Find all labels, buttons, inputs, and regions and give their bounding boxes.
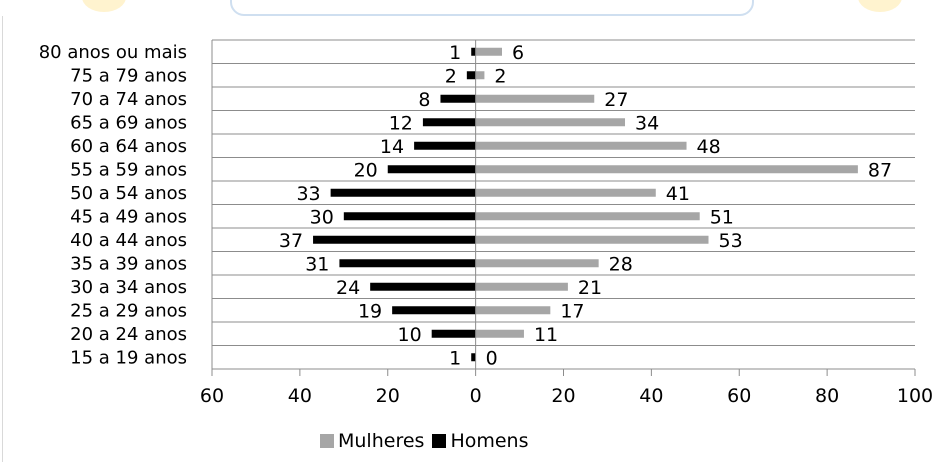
bar-homens [471,47,476,56]
data-label-homens: 24 [336,277,360,299]
category-label: 75 a 79 anos [70,65,187,86]
x-tick-label: 60 [727,385,751,407]
category-label: 40 a 44 anos [70,230,187,251]
bar-homens [339,259,476,268]
data-label-homens: 14 [380,136,404,158]
category-label: 60 a 64 anos [70,136,187,157]
x-tick-label: 80 [815,385,839,407]
x-tick-label: 100 [897,385,933,407]
data-label-mulheres: 0 [486,347,498,369]
data-label-mulheres: 87 [868,159,892,181]
legend-item-homens: Homens [432,430,529,452]
bar-homens [313,235,476,244]
x-tick-label: 60 [200,385,224,407]
data-label-homens: 30 [310,206,334,228]
bar-mulheres [475,259,599,268]
data-label-homens: 19 [358,300,382,322]
chart-legend: Mulheres Homens [320,428,529,454]
decorative-glow-right [858,0,902,12]
data-label-homens: 12 [389,112,413,134]
data-label-mulheres: 28 [609,253,633,275]
bar-homens [471,353,476,362]
bar-mulheres [475,71,485,80]
category-label: 65 a 69 anos [70,112,187,133]
data-label-mulheres: 34 [635,112,659,134]
bar-homens [431,329,476,338]
bar-mulheres [475,118,626,127]
bar-homens [330,188,476,197]
bar-homens [414,141,476,150]
bar-homens [387,165,476,174]
category-label: 45 a 49 anos [70,206,187,227]
category-label: 20 a 24 anos [70,324,187,345]
data-label-mulheres: 51 [710,206,734,228]
category-label: 25 a 29 anos [70,300,187,321]
category-label: 80 anos ou mais [39,42,187,63]
bar-mulheres [475,282,568,291]
bar-mulheres [475,141,687,150]
legend-swatch-mulheres [320,434,334,448]
decorative-glow-left [82,0,126,12]
data-label-mulheres: 2 [494,65,506,87]
data-label-homens: 20 [354,159,378,181]
data-label-mulheres: 6 [512,42,524,64]
x-tick-label: 0 [470,385,482,407]
data-label-homens: 8 [418,89,430,111]
data-label-homens: 1 [449,347,461,369]
bar-homens [343,212,476,221]
data-label-homens: 2 [445,65,457,87]
bar-mulheres [475,94,595,103]
bar-mulheres [475,188,656,197]
bar-mulheres [475,165,858,174]
legend-label-homens: Homens [450,430,529,452]
legend-swatch-homens [432,434,447,448]
bar-mulheres [475,212,700,221]
bar-homens [422,118,476,127]
bar-homens [370,282,476,291]
category-label: 70 a 74 anos [70,89,187,110]
category-label: 30 a 34 anos [70,277,187,298]
data-label-homens: 37 [279,230,303,252]
bar-homens [440,94,476,103]
legend-item-mulheres: Mulheres [320,430,424,452]
category-label: 50 a 54 anos [70,183,187,204]
data-label-homens: 10 [398,324,422,346]
category-label: 55 a 59 anos [70,159,187,180]
data-label-mulheres: 41 [666,183,690,205]
bar-mulheres [475,306,551,315]
data-label-mulheres: 21 [578,277,602,299]
data-label-mulheres: 48 [697,136,721,158]
data-label-mulheres: 27 [604,89,628,111]
chart-frame-left-edge [2,16,3,462]
data-label-homens: 1 [449,42,461,64]
x-tick-label: 20 [376,385,400,407]
bar-homens [392,306,476,315]
legend-label-mulheres: Mulheres [338,430,425,452]
category-label: 35 a 39 anos [70,253,187,274]
bar-mulheres [475,235,709,244]
data-label-mulheres: 53 [718,230,742,252]
bar-mulheres [475,329,524,338]
x-tick-label: 40 [288,385,312,407]
x-tick-label: 40 [639,385,663,407]
data-label-homens: 31 [305,253,329,275]
data-label-mulheres: 17 [560,300,584,322]
category-label: 15 a 19 anos [70,347,187,368]
bar-homens [466,71,476,80]
x-tick-label: 20 [551,385,575,407]
bar-mulheres [475,47,502,56]
data-label-mulheres: 11 [534,324,558,346]
data-label-homens: 33 [296,183,320,205]
